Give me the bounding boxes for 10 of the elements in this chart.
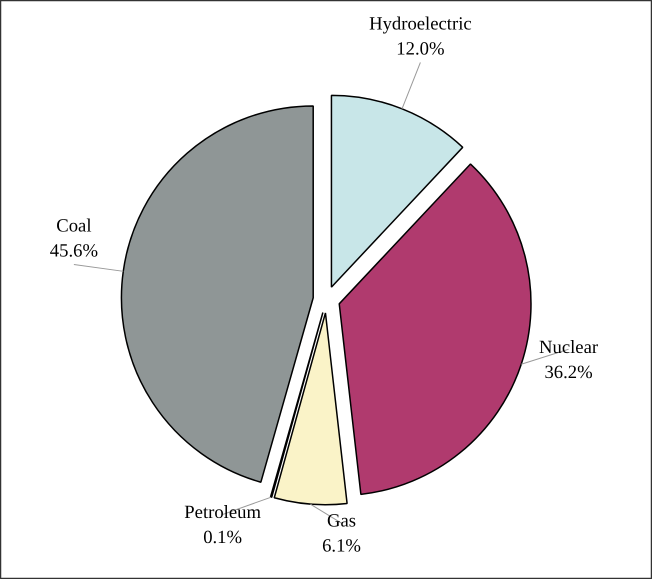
slice-label: Petroleum: [184, 502, 262, 524]
slice-label: Gas: [327, 510, 356, 532]
slice-label: Coal: [56, 216, 92, 237]
slice-label: Hydroelectric: [369, 14, 472, 35]
data-label: 12.0%: [396, 38, 444, 60]
slice-label: Nuclear: [539, 336, 599, 358]
data-label: 45.6%: [50, 240, 98, 262]
data-label: 0.1%: [203, 526, 242, 548]
data-label: 6.1%: [322, 536, 361, 557]
data-label: 36.2%: [544, 362, 593, 383]
